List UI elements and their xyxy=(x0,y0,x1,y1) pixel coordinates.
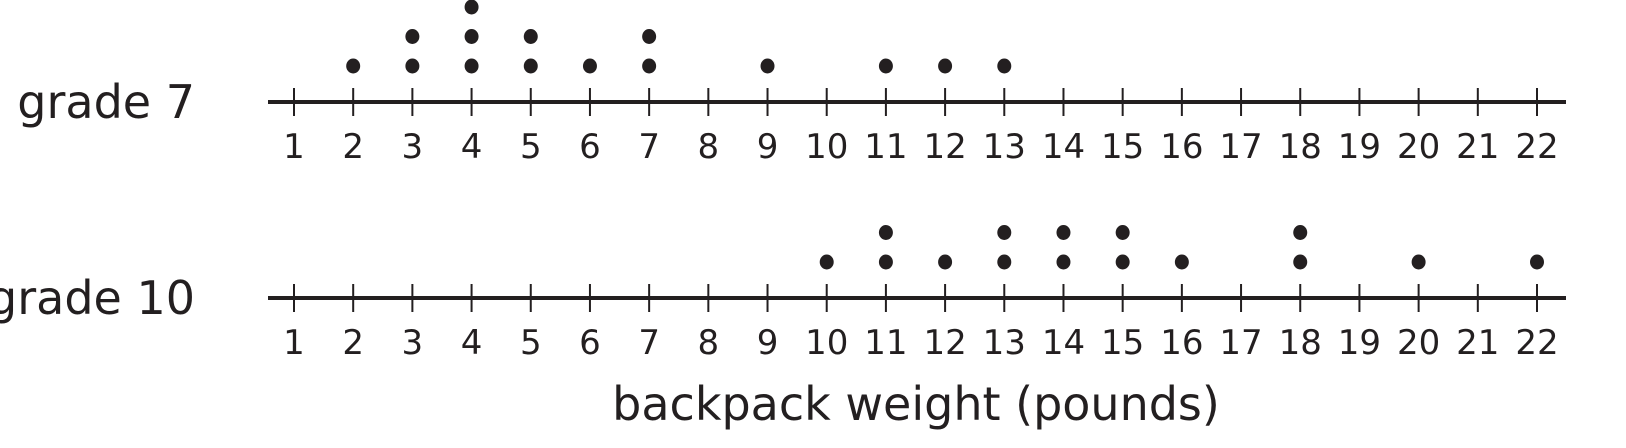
tick-label: 4 xyxy=(461,127,483,167)
tick-label: 20 xyxy=(1397,127,1440,167)
data-dot xyxy=(997,58,1012,74)
data-dot xyxy=(819,254,834,270)
tick-label: 3 xyxy=(402,127,424,167)
tick-label: 10 xyxy=(805,323,848,363)
tick-label: 12 xyxy=(923,323,966,363)
tick-label: 5 xyxy=(520,323,542,363)
data-dot xyxy=(523,58,538,74)
data-dot xyxy=(642,29,657,44)
data-dot xyxy=(878,58,893,74)
tick-label: 11 xyxy=(864,127,907,167)
tick-label: 11 xyxy=(864,323,907,363)
tick-label: 2 xyxy=(342,127,364,167)
data-dot xyxy=(1056,225,1071,240)
data-dot xyxy=(523,29,538,44)
x-axis-label: backpack weight (pounds) xyxy=(612,377,1220,431)
tick-label: 14 xyxy=(1042,127,1085,167)
tick-label: 6 xyxy=(579,323,601,363)
tick-label: 8 xyxy=(698,323,720,363)
data-dot xyxy=(1293,225,1308,240)
tick-label: 15 xyxy=(1101,127,1144,167)
data-dot xyxy=(938,58,953,74)
tick-label: 10 xyxy=(805,127,848,167)
tick-label: 1 xyxy=(283,323,305,363)
tick-label: 15 xyxy=(1101,323,1144,363)
data-dot xyxy=(938,254,953,270)
tick-label: 1 xyxy=(283,127,305,167)
tick-label: 13 xyxy=(983,127,1026,167)
tick-label: 7 xyxy=(638,323,660,363)
tick-label: 3 xyxy=(402,323,424,363)
series-label: grade 10 xyxy=(0,271,195,325)
data-dot xyxy=(760,58,775,74)
tick-label: 18 xyxy=(1279,127,1322,167)
data-dot xyxy=(1115,225,1130,240)
tick-label: 19 xyxy=(1338,127,1381,167)
tick-label: 17 xyxy=(1219,323,1262,363)
data-dot xyxy=(878,225,893,240)
tick-label: 13 xyxy=(983,323,1026,363)
tick-label: 17 xyxy=(1219,127,1262,167)
tick-label: 16 xyxy=(1160,127,1203,167)
data-dot xyxy=(405,58,420,74)
tick-label: 21 xyxy=(1456,323,1499,363)
data-dot xyxy=(1411,254,1426,270)
data-dot xyxy=(1056,254,1071,270)
tick-label: 21 xyxy=(1456,127,1499,167)
data-dot xyxy=(997,225,1012,240)
tick-label: 7 xyxy=(638,127,660,167)
tick-label: 14 xyxy=(1042,323,1085,363)
tick-label: 6 xyxy=(579,127,601,167)
tick-label: 16 xyxy=(1160,323,1203,363)
data-dot xyxy=(582,58,597,74)
data-dot xyxy=(1174,254,1189,270)
tick-label: 22 xyxy=(1515,127,1558,167)
data-dot xyxy=(405,29,420,44)
data-dot xyxy=(1293,254,1308,270)
data-dot xyxy=(346,58,361,74)
tick-label: 20 xyxy=(1397,323,1440,363)
tick-label: 4 xyxy=(461,323,483,363)
data-dot xyxy=(997,254,1012,270)
data-dot xyxy=(464,58,479,74)
data-dot xyxy=(464,29,479,44)
series-label: grade 7 xyxy=(17,75,195,129)
data-dot xyxy=(1115,254,1130,270)
tick-label: 9 xyxy=(757,323,779,363)
tick-label: 9 xyxy=(757,127,779,167)
data-dot xyxy=(642,58,657,74)
data-dot xyxy=(464,0,479,15)
tick-label: 8 xyxy=(698,127,720,167)
tick-label: 5 xyxy=(520,127,542,167)
data-dot xyxy=(878,254,893,270)
data-dot xyxy=(1530,254,1544,270)
tick-label: 22 xyxy=(1515,323,1558,363)
tick-label: 18 xyxy=(1279,323,1322,363)
tick-label: 2 xyxy=(342,323,364,363)
tick-label: 12 xyxy=(923,127,966,167)
tick-label: 19 xyxy=(1338,323,1381,363)
